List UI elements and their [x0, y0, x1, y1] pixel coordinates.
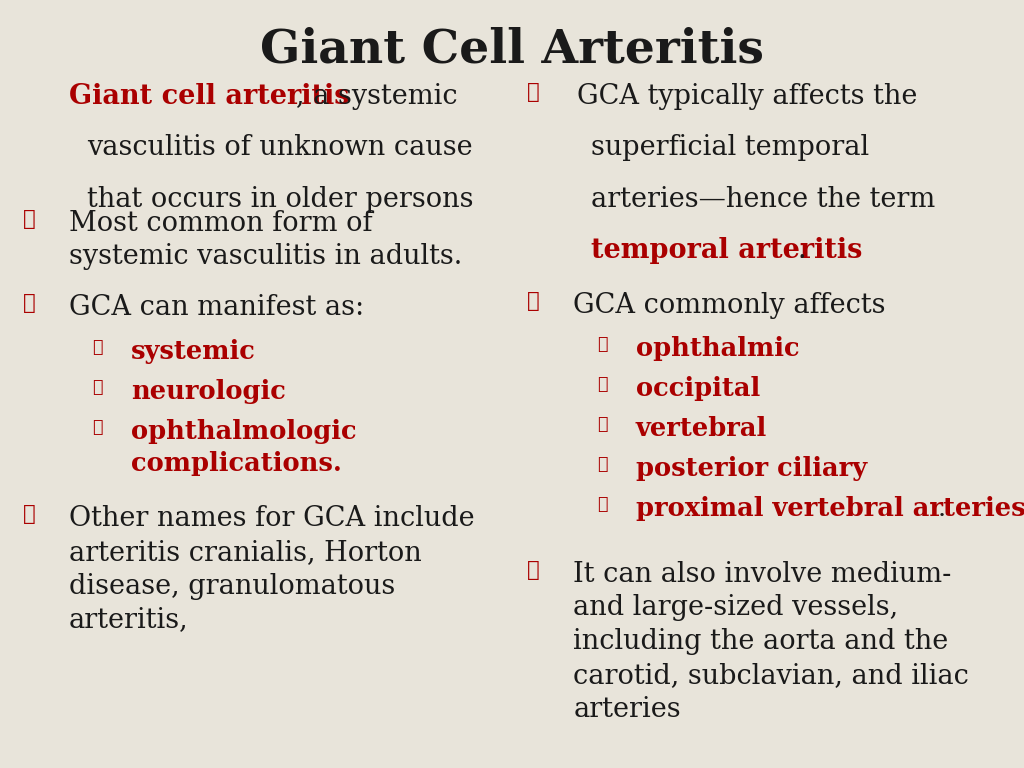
Text: ❖: ❖	[597, 336, 607, 353]
Text: GCA can manifest as:: GCA can manifest as:	[69, 294, 364, 321]
Text: .: .	[798, 237, 806, 264]
Text: posterior ciliary: posterior ciliary	[636, 456, 867, 482]
Text: Giant Cell Arteritis: Giant Cell Arteritis	[260, 27, 764, 73]
Text: ❖: ❖	[92, 379, 102, 396]
Text: ❖: ❖	[23, 294, 35, 313]
Text: ophthalmologic
complications.: ophthalmologic complications.	[131, 419, 356, 475]
Text: ❖: ❖	[23, 505, 35, 525]
Text: ophthalmic: ophthalmic	[636, 336, 800, 362]
Text: ❖: ❖	[527, 292, 540, 311]
Text: GCA typically affects the: GCA typically affects the	[577, 83, 916, 110]
Text: ❖: ❖	[597, 496, 607, 513]
Text: ❖: ❖	[597, 416, 607, 433]
Text: , a systemic: , a systemic	[296, 83, 458, 110]
Text: occipital: occipital	[636, 376, 760, 402]
Text: ❖: ❖	[597, 376, 607, 393]
Text: systemic: systemic	[131, 339, 256, 365]
Text: It can also involve medium-
and large-sized vessels,
including the aorta and the: It can also involve medium- and large-si…	[573, 561, 970, 723]
Text: vertebral: vertebral	[636, 416, 767, 442]
Text: ❖: ❖	[92, 419, 102, 436]
Text: ❖: ❖	[597, 456, 607, 473]
Text: ❖: ❖	[23, 210, 35, 229]
Text: vasculitis of unknown cause: vasculitis of unknown cause	[87, 134, 473, 161]
Text: ❖: ❖	[527, 83, 540, 102]
Text: temporal arteritis: temporal arteritis	[591, 237, 862, 264]
Text: that occurs in older persons: that occurs in older persons	[87, 186, 473, 213]
Text: Most common form of
systemic vasculitis in adults.: Most common form of systemic vasculitis …	[69, 210, 462, 270]
Text: neurologic: neurologic	[131, 379, 286, 405]
Text: Giant cell arteritis: Giant cell arteritis	[69, 83, 349, 110]
Text: ❖: ❖	[92, 339, 102, 356]
Text: arteries—hence the term: arteries—hence the term	[591, 186, 935, 213]
Text: .: .	[938, 496, 946, 521]
Text: Other names for GCA include
arteritis cranialis, Horton
disease, granulomatous
a: Other names for GCA include arteritis cr…	[69, 505, 474, 634]
Text: proximal vertebral arteries: proximal vertebral arteries	[636, 496, 1024, 521]
Text: superficial temporal: superficial temporal	[591, 134, 869, 161]
Text: ❖: ❖	[527, 561, 540, 580]
Text: GCA commonly affects: GCA commonly affects	[573, 292, 886, 319]
